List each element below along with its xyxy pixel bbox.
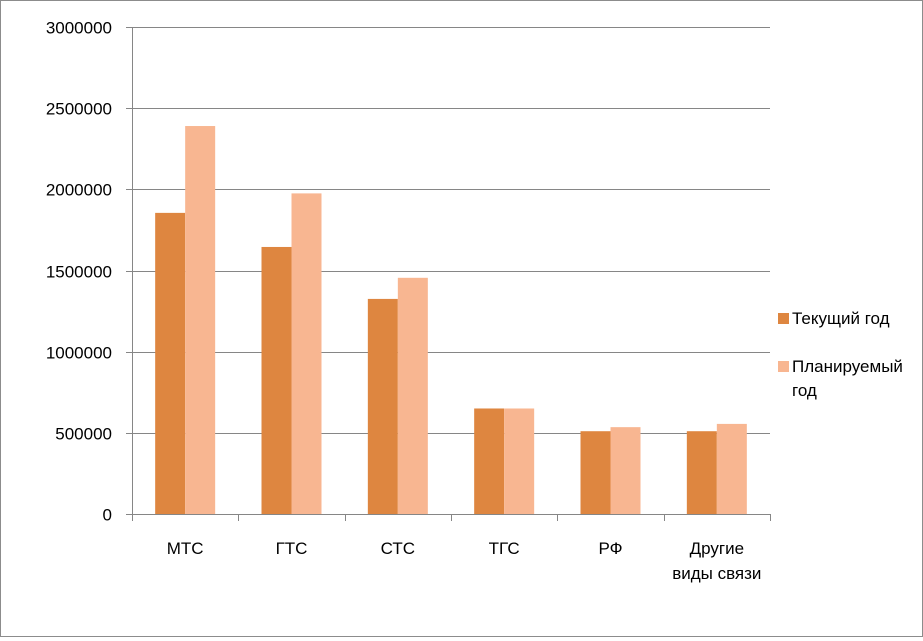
- legend-label: Текущий год: [792, 309, 890, 328]
- y-tick-label: 500000: [55, 425, 112, 444]
- bar-current: [261, 246, 292, 514]
- y-tick-label: 3000000: [46, 19, 112, 38]
- y-tick-label: 0: [103, 506, 112, 525]
- bar-planned: [185, 126, 216, 515]
- y-tick-label: 2000000: [46, 181, 112, 200]
- legend-swatch: [778, 313, 789, 324]
- legend-label: Планируемый год: [792, 357, 903, 400]
- x-tick-labels: МТС ГТС СТС ТГС РФ Другие виды связи: [167, 539, 762, 583]
- bar-planned: [504, 408, 535, 514]
- x-tick-label: ТГС: [489, 539, 520, 558]
- bar-planned: [610, 427, 641, 514]
- bar-planned: [397, 277, 428, 514]
- axes: [126, 27, 771, 521]
- bar-planned: [291, 193, 322, 514]
- grid-lines: [132, 27, 770, 434]
- bar-planned: [716, 423, 747, 514]
- bar-current: [367, 298, 398, 514]
- x-tick-label: Другие виды связи: [672, 539, 761, 583]
- legend-swatch: [778, 361, 789, 372]
- y-tick-label: 1000000: [46, 344, 112, 363]
- y-tick-label: 1500000: [46, 263, 112, 282]
- bar-current: [155, 212, 186, 514]
- bar-current: [474, 408, 505, 514]
- bar-current: [686, 431, 717, 514]
- y-tick-label: 2500000: [46, 100, 112, 119]
- x-tick-label: РФ: [598, 539, 622, 558]
- legend: Текущий год Планируемый год: [778, 309, 903, 400]
- y-tick-labels: 0 500000 1000000 1500000 2000000 2500000 30000…: [46, 19, 112, 525]
- x-tick-label: СТС: [381, 539, 415, 558]
- bars: [155, 126, 747, 515]
- x-tick-label: ГТС: [276, 539, 308, 558]
- bar-current: [580, 431, 611, 514]
- x-tick-label: МТС: [167, 539, 204, 558]
